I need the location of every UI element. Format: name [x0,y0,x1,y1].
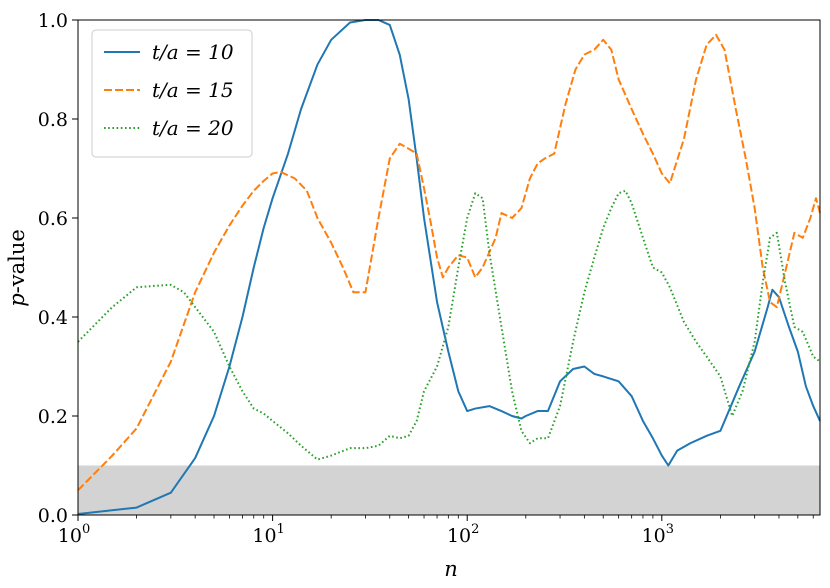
legend-box [91,29,253,158]
y-tick-label: 0.8 [38,109,68,131]
y-tick-label: 0.4 [38,307,68,329]
x-tick-label: 103 [642,522,674,547]
y-tick-label: 0.2 [38,406,68,428]
plot-frame [77,19,821,516]
legend-label: t/a = 10 [152,40,234,64]
y-tick-label: 0.0 [38,505,68,527]
axes-layer [77,19,821,516]
x-axis-label: n [444,557,458,581]
y-axis-label: p-value [5,229,29,307]
series-layer [77,19,821,516]
y-tick-label: 0.6 [38,208,68,230]
x-tick-label: 100 [58,522,90,547]
series-line-1 [77,19,821,516]
y-tick-label: 1.0 [38,10,68,32]
series-line-2 [77,33,821,491]
ticks-layer: 0.0 0.2 0.4 0.6 0.8 1.0 100 101 102 103 [38,10,814,547]
x-tick-label: 101 [252,522,284,547]
significance-band [78,465,820,515]
legend-label: t/a = 15 [152,78,234,102]
series-line-3 [77,189,821,461]
legend-label: t/a = 20 [152,116,234,140]
shaded-band-layer [78,465,820,515]
x-tick-label: 102 [447,522,479,547]
legend: t/a = 10 t/a = 15 t/a = 20 [91,29,253,158]
